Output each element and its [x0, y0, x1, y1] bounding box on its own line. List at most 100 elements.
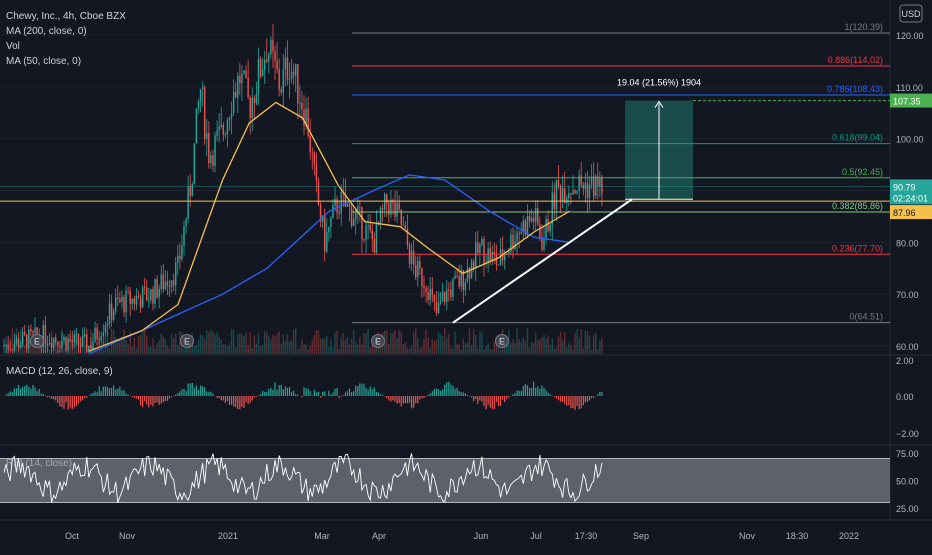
candle-body [458, 276, 460, 287]
volume-bar [398, 330, 400, 354]
candle-body [32, 331, 34, 333]
volume-bar [516, 328, 518, 354]
volume-bar [510, 342, 512, 354]
rsi-line [3, 453, 603, 504]
volume-bar [158, 339, 160, 354]
volume-bar [81, 341, 84, 354]
volume-bar [497, 340, 500, 354]
volume-bar [30, 344, 32, 354]
volume-bar [535, 333, 537, 354]
candle-body [522, 220, 525, 232]
volume-bar [243, 335, 245, 354]
candle-body [160, 274, 162, 289]
volume-bar [446, 337, 448, 354]
candle-body [332, 205, 334, 218]
candle-body [319, 204, 322, 222]
candle-body [7, 344, 9, 349]
volume-bar [261, 344, 264, 354]
volume-bar [448, 333, 450, 354]
volume-bar [441, 335, 444, 354]
candle-body [468, 267, 471, 279]
candle-body [551, 192, 553, 225]
fib-retracement[interactable]: 1(120.39) 0.886(114.02) 0.786(108.43) 0.618… [352, 22, 890, 324]
earnings-icon-label: E [499, 337, 505, 347]
macd-title[interactable]: MACD (12, 26, close, 9) [6, 366, 113, 377]
volume-bar [394, 330, 396, 354]
candle-body [175, 262, 177, 286]
legend-ma200[interactable]: MA (200, close, 0) [6, 26, 87, 37]
earnings-icon-label: E [184, 337, 190, 347]
candle-body [427, 292, 429, 300]
candle-body [201, 87, 204, 90]
volume-bar [172, 337, 175, 354]
candle-body [516, 232, 518, 242]
candle-body [30, 329, 32, 332]
volume-bar [123, 329, 125, 354]
candle-body [284, 57, 287, 70]
candle-body [218, 126, 220, 131]
volume-bar [208, 332, 210, 354]
volume-bar [63, 348, 65, 354]
volume-bar [162, 336, 165, 354]
volume-bar [365, 333, 367, 354]
candle-body [146, 287, 148, 301]
candle-body [9, 348, 11, 350]
candle-body [193, 143, 196, 185]
candle-body [537, 208, 539, 225]
price-tick-label: 70.00 [896, 290, 919, 300]
candle-body [21, 332, 24, 345]
rsi-band [0, 458, 890, 503]
volume-bar [597, 349, 599, 354]
candle-body [526, 216, 529, 235]
candle-body [439, 301, 442, 303]
fib-level-label: 0.618(99.04) [832, 133, 883, 143]
volume-bar [371, 339, 373, 354]
candle-body [288, 78, 291, 80]
candle-body [181, 245, 183, 260]
macd-pane [5, 381, 603, 411]
candle-body [590, 176, 593, 185]
legend-vol[interactable]: Vol [6, 41, 20, 52]
time-tick-label: 2021 [218, 531, 238, 541]
candle-body [311, 151, 313, 153]
volume-bar [315, 329, 318, 354]
volume-bar [566, 346, 568, 354]
volume-bar [580, 329, 582, 354]
currency-button[interactable] [899, 4, 923, 23]
volume-bar [303, 344, 305, 354]
candle-body [13, 343, 16, 351]
volume-bar [197, 339, 200, 354]
volume-bar [270, 338, 272, 354]
volume-bar [222, 344, 225, 354]
candle-body [19, 344, 22, 348]
candle-body [435, 301, 438, 314]
volume-bar [460, 349, 462, 354]
candle-body [55, 337, 57, 342]
earnings-icon [495, 334, 509, 348]
candle-body [495, 254, 498, 265]
time-tick-label: 17:30 [575, 531, 598, 541]
volume-bar [495, 342, 498, 354]
earnings-icon [180, 334, 194, 348]
volume-bar [170, 334, 173, 354]
volume-bar [102, 349, 105, 354]
candle-body [57, 341, 59, 347]
candle-body [412, 250, 415, 266]
candle-body [390, 199, 392, 215]
volume-bar [100, 341, 102, 354]
legend-ma50[interactable]: MA (50, close, 0) [6, 56, 81, 67]
volume-bar [435, 339, 438, 354]
fib-level-label: 0.786(108.43) [827, 84, 883, 94]
candle-body [545, 218, 547, 240]
candle-body [373, 239, 376, 253]
candle-body [259, 58, 262, 77]
candle-body [400, 209, 402, 225]
volume-bar [458, 343, 460, 354]
rsi-title[interactable]: RSI (14, close) [6, 458, 72, 469]
candle-body [489, 248, 491, 262]
current-price-badge-text: 02:24:01 [893, 193, 928, 203]
target-box[interactable]: 19.04 (21.56%) 1904 [617, 78, 890, 200]
